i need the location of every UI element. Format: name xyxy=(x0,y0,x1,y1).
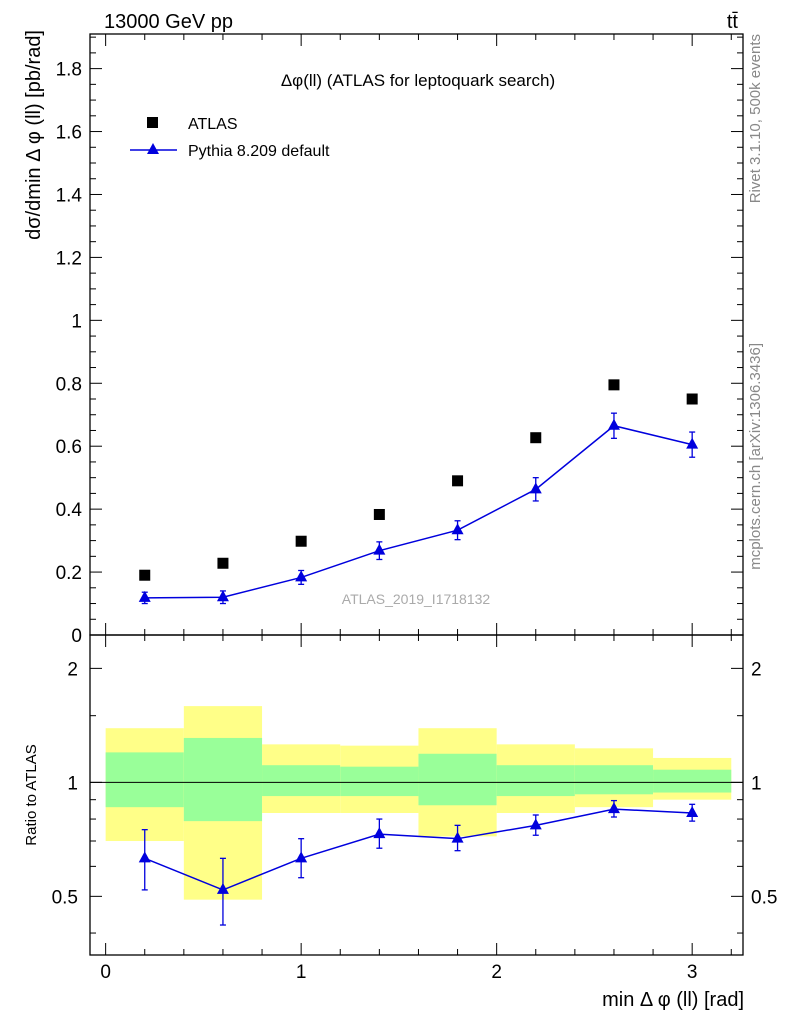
ratio-inner-band xyxy=(262,765,341,797)
ratio-bands xyxy=(90,706,743,900)
main-y-tick-label: 0.6 xyxy=(56,437,82,458)
atlas-point xyxy=(686,393,698,405)
pythia-point xyxy=(373,543,386,555)
ratio-frame xyxy=(89,634,744,956)
legend-pythia-marker xyxy=(147,143,159,154)
x-tick-label: 2 xyxy=(491,962,502,983)
y-axis-label-main: dσ/dmin Δ φ (ll) [pb/rad] xyxy=(23,30,45,240)
x-tick-label: 3 xyxy=(687,962,698,983)
pythia-point xyxy=(686,437,699,449)
legend-pythia-label: Pythia 8.209 default xyxy=(188,143,330,160)
ratio-y-tick-label: 1 xyxy=(67,773,78,794)
ratio-pythia-point xyxy=(373,827,386,839)
main-y-tick-label: 1.2 xyxy=(56,248,82,269)
ratio-inner-band xyxy=(496,765,575,797)
ratio-panel: 0.5 0.5 1 1 2 2 0 1 2 3 Ratio to ATLAS min Δ φ (l… xyxy=(23,634,777,1011)
main-y-tick-label: 0.8 xyxy=(56,374,82,395)
main-y-tick-label: 1.6 xyxy=(56,123,82,144)
atlas-point xyxy=(139,569,151,581)
analysis-label: ATLAS_2019_I1718132 xyxy=(342,591,491,607)
ratio-pythia-point xyxy=(686,806,699,818)
ratio-pythia-point xyxy=(607,802,620,814)
x-tick-label: 1 xyxy=(296,962,307,983)
pythia-point xyxy=(529,482,542,494)
legend: ATLAS Pythia 8.209 default xyxy=(130,116,330,160)
atlas-point xyxy=(530,432,542,444)
ratio-y-tick-label: 2 xyxy=(67,659,78,680)
ratio-y-tick-label-right: 1 xyxy=(751,773,762,794)
pythia-point xyxy=(295,570,308,582)
atlas-point xyxy=(295,535,307,547)
pythia-line xyxy=(144,424,693,599)
ratio-y-tick-label-right: 2 xyxy=(751,659,762,680)
main-y-tick-label: 1.4 xyxy=(56,185,83,206)
main-axes: 0 0.2 0.4 0.6 0.8 1 1.2 1.4 1.6 1.8 xyxy=(56,33,744,647)
legend-atlas-marker xyxy=(147,117,158,128)
pythia-point xyxy=(607,418,620,430)
ratio-inner-band xyxy=(183,737,263,822)
main-y-tick-label: 1 xyxy=(71,311,82,332)
main-title: Δφ(ll) (ATLAS for leptoquark search) xyxy=(281,71,555,90)
channel-label: tt̄ xyxy=(727,11,739,33)
x-tick-label: 0 xyxy=(100,962,111,983)
pythia-point xyxy=(216,590,229,602)
main-y-tick-label: 1.8 xyxy=(56,60,82,81)
ratio-inner-band xyxy=(340,766,419,797)
atlas-point xyxy=(608,379,620,391)
ratio-pythia-point xyxy=(529,818,542,830)
main-panel: 0 0.2 0.4 0.6 0.8 1 1.2 1.4 1.6 1.8 Δφ(ll) (ATLAS… xyxy=(23,30,744,647)
ratio-inner-band xyxy=(653,769,732,793)
x-axis-label: min Δ φ (ll) [rad] xyxy=(602,989,744,1011)
atlas-point xyxy=(217,557,229,569)
ratio-pythia-point xyxy=(295,851,308,863)
ratio-y-tick-label-right: 0.5 xyxy=(751,887,777,908)
main-y-tick-label: 0 xyxy=(71,626,82,647)
ratio-pythia-point xyxy=(138,851,151,863)
main-y-tick-label: 0.2 xyxy=(56,563,82,584)
process-label: 13000 GeV pp xyxy=(104,11,233,33)
ratio-axes: 0.5 0.5 1 1 2 2 0 1 2 3 xyxy=(52,634,777,983)
ratio-pythia-point xyxy=(451,831,464,843)
ratio-inner-band xyxy=(418,753,497,806)
ratio-inner-band xyxy=(105,752,184,808)
legend-atlas-label: ATLAS xyxy=(188,116,238,133)
atlas-point xyxy=(373,508,385,520)
main-y-tick-label: 0.4 xyxy=(56,500,83,521)
ratio-pythia-line xyxy=(144,808,693,891)
ratio-pythia-point xyxy=(216,882,229,894)
rivet-label: Rivet 3.1.10, 500k events xyxy=(747,34,764,203)
mcplots-label: mcplots.cern.ch [arXiv:1306.3436] xyxy=(747,343,764,570)
pythia-point xyxy=(138,590,151,602)
ratio-inner-band xyxy=(574,765,654,795)
pythia-point xyxy=(451,523,464,535)
ratio-series-layer xyxy=(138,799,699,926)
atlas-point xyxy=(452,475,464,487)
ratio-y-tick-label: 0.5 xyxy=(52,887,78,908)
y-axis-label-ratio: Ratio to ATLAS xyxy=(23,744,40,845)
main-series-layer xyxy=(138,379,699,605)
